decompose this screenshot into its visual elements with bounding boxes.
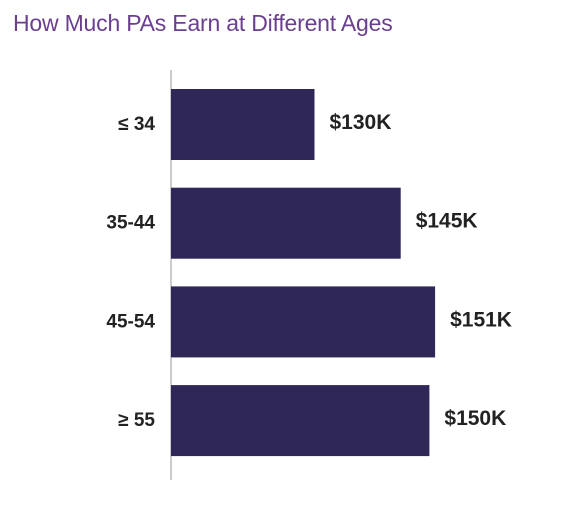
chart-title: How Much PAs Earn at Different Ages: [13, 10, 393, 36]
category-label-1: ≤ 34: [118, 114, 155, 135]
bar-1: [171, 89, 315, 160]
bar-4: [171, 385, 430, 457]
value-label-1: $130K: [330, 111, 392, 134]
category-label-3: 45-54: [106, 311, 155, 332]
category-label-2: 35-44: [106, 213, 155, 234]
bar-2: [171, 187, 401, 259]
bar-3: [171, 286, 436, 358]
value-label-2: $145K: [416, 210, 478, 233]
value-label-4: $150K: [444, 407, 506, 430]
value-label-3: $151K: [450, 308, 512, 331]
category-label-4: ≥ 55: [118, 410, 155, 431]
